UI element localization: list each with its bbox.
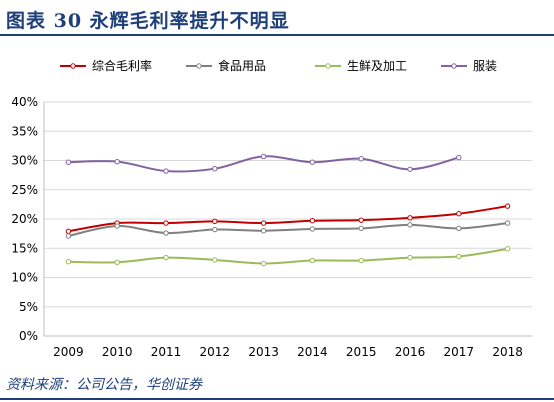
data-point [456,225,462,232]
legend-label: 服装 [473,59,497,73]
data-point [456,211,462,217]
x-axis: 2009 2010 2011 2012 2013 2014 2015 2016 2017 2018 [44,335,532,359]
data-point [407,222,413,228]
data-point [212,226,218,233]
x-tick-label: 2013 [248,345,279,359]
data-point [163,220,169,226]
data-point [504,220,511,226]
source-note: 资料来源：公司公告，华创证券 [6,377,202,393]
chart-series [65,153,511,267]
x-tick-label: 2009 [53,345,84,359]
chart-gridlines [44,101,532,308]
y-tick-label: 40% [11,95,38,109]
legend-item: 生鲜及加工 [315,59,407,73]
data-point [407,215,413,221]
legend-marker [451,63,457,69]
series-line [68,205,508,233]
data-point [456,253,462,260]
data-point [260,260,267,267]
legend-marker [196,63,202,69]
x-tick-label: 2015 [346,345,377,359]
legend-item: 食品用品 [186,58,266,73]
data-point [358,217,364,223]
series-line [68,222,508,237]
data-point [358,225,364,232]
data-point [309,257,316,264]
data-point [212,257,218,263]
data-point [407,166,413,172]
y-tick-label: 30% [11,154,38,168]
x-tick-label: 2010 [102,345,133,359]
data-point [212,218,218,225]
title-underline [0,34,554,36]
y-tick-label: 0% [19,329,38,343]
data-point [65,259,72,265]
data-point [260,228,267,234]
y-tick-label: 25% [11,183,38,197]
legend-label: 综合毛利率 [92,58,152,73]
chart-legend: 综合毛利率 食品用品 生鲜及加工 服装 [60,58,497,73]
data-point [163,230,169,236]
data-point [65,159,72,165]
series-3 [65,246,511,267]
y-tick-label: 10% [11,271,38,285]
data-point [504,246,511,252]
y-tick-label: 35% [11,124,38,138]
data-point [407,254,413,261]
x-tick-label: 2011 [151,345,182,359]
x-tick-label: 2017 [444,345,475,359]
y-axis: 0% 5% 10% 15% 20% 25% 30% 35% 40% [11,95,45,343]
legend-label: 生鲜及加工 [347,59,407,73]
data-point [114,259,120,265]
y-tick-label: 20% [11,212,38,226]
x-tick-label: 2012 [200,345,231,359]
data-point [163,254,169,261]
data-point [260,220,267,226]
x-tick-label: 2016 [395,345,426,359]
series-1 [65,203,511,234]
data-point [309,226,316,232]
data-point [358,257,364,264]
figure-title: 图表 30 永辉毛利率提升不明显 [6,10,290,32]
series-line [68,247,508,265]
bottom-rule [0,398,554,400]
legend-item: 服装 [441,59,497,73]
series-4 [65,153,462,174]
line-chart: 综合毛利率 食品用品 生鲜及加工 服装 0% 5% 10% 15% 20% 25% 30% 35% 4… [11,58,532,359]
x-tick-label: 2018 [492,345,523,359]
y-tick-label: 5% [19,300,38,314]
legend-item: 综合毛利率 [60,58,152,73]
data-point [114,158,120,165]
series-2 [65,220,511,239]
data-point [456,154,462,161]
x-tick-label: 2014 [297,345,328,359]
data-point [114,223,120,229]
data-point [309,159,316,165]
figure-title-bar: 图表 30 永辉毛利率提升不明显 [0,0,554,36]
legend-label: 食品用品 [218,58,266,73]
data-point [260,153,267,160]
data-point [504,203,511,209]
data-point [358,156,364,162]
data-point [309,218,316,224]
y-tick-label: 15% [11,241,38,255]
data-point [65,233,72,239]
legend-marker [70,63,76,69]
data-point [65,228,72,234]
data-point [212,165,218,172]
legend-marker [325,63,331,69]
data-point [163,168,169,174]
